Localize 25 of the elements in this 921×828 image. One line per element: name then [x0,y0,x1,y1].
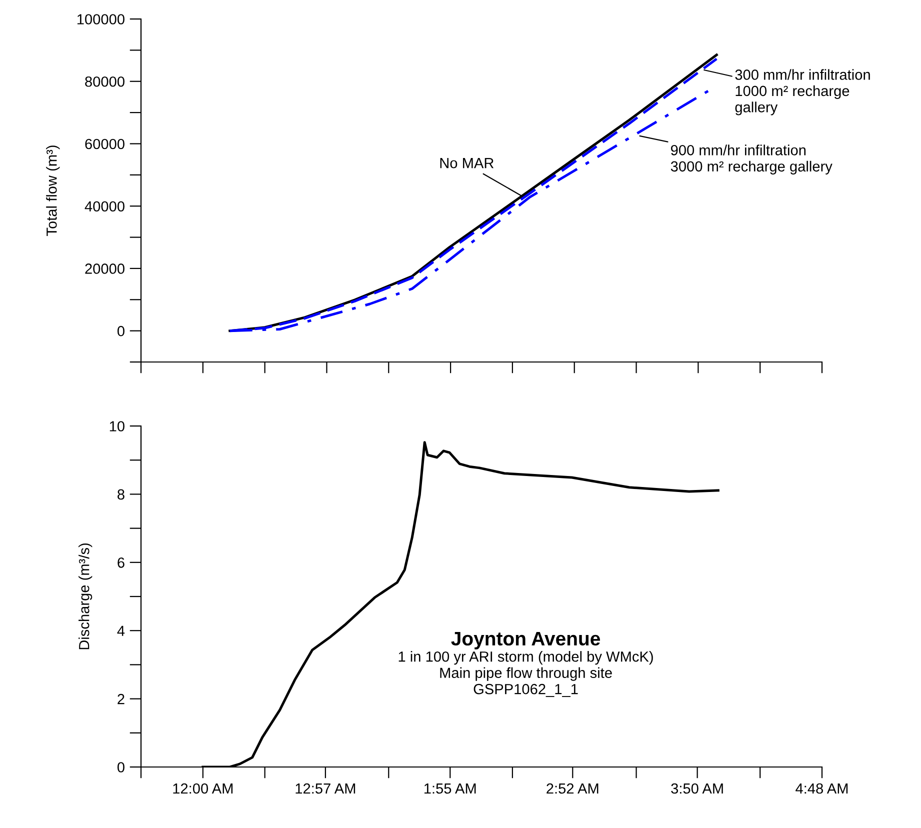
annotation: 300 mm/hr infiltration 1000 m² recharge gallery [735,69,870,116]
annotation: No MAR [440,158,494,168]
annotation: 900 mm/hr infiltration 3000 m² recharge gallery [670,144,832,174]
y-tick-label: 6 [118,558,124,568]
y-tick-label: 4 [117,626,125,636]
y-axis-title: Total flow (m³) [46,146,60,236]
y-tick-label: 20000 [85,264,124,274]
y-tick-label: 2 [118,694,124,704]
text: 1 in 100 yr ARI storm (model by WMcK) Main pipe flow through site GSPP1062_1_1 [398,651,653,697]
x-tick-label: 1:55 AM [424,784,476,794]
x-tick-label: 3:50 AM [671,783,723,794]
text: Joynton Avenue [451,632,600,650]
y-tick-label: 100000 [77,14,124,24]
y-tick-label: 0 [117,762,124,772]
x-tick-label: 4:48 AM [796,783,848,794]
y-axis-title: Discharge (m³/s) [78,544,92,650]
y-tick-label: 40000 [84,201,124,212]
y-tick-label: 10 [110,421,124,432]
x-tick-label: 12:00 AM [173,783,233,794]
x-tick-label: 2:52 AM [546,783,598,794]
y-tick-label: 8 [118,489,124,500]
y-tick-label: 0 [117,326,124,336]
x-tick-label: 12:57 AM [296,783,356,794]
y-tick-label: 80000 [85,76,124,87]
y-tick-label: 60000 [85,138,124,150]
